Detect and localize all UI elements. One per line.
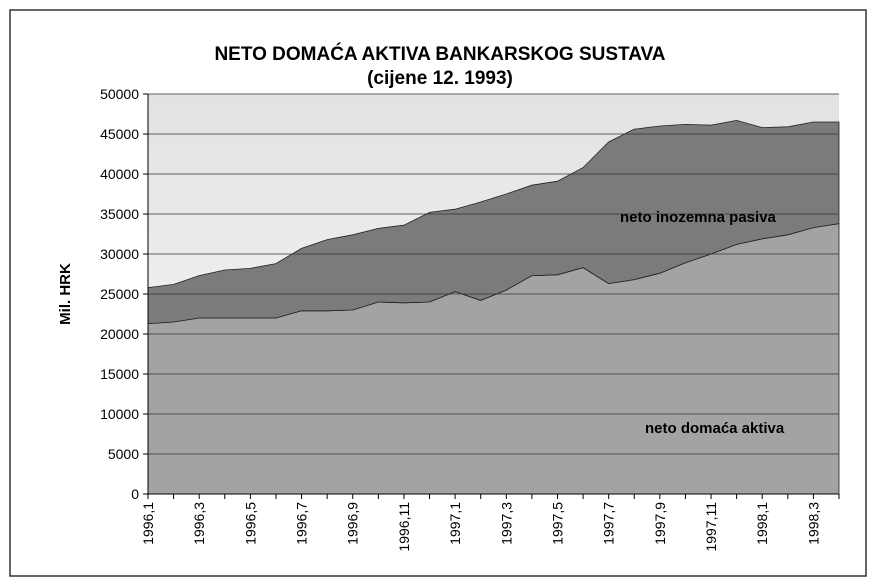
x-tick-label: 1998,3 <box>805 502 821 545</box>
y-tick-label: 45000 <box>100 126 139 142</box>
area <box>147 119 840 325</box>
x-tick-label: 1997,3 <box>498 502 514 545</box>
y-tick-label: 5000 <box>108 446 139 462</box>
chart-subtitle: (cijene 12. 1993) <box>367 68 513 89</box>
y-tick-label: 50000 <box>100 86 139 102</box>
x-tick-label: 1997,11 <box>703 502 719 552</box>
x-tick-label: 1996,3 <box>191 502 207 545</box>
x-tick-label: 1997,5 <box>549 502 565 545</box>
x-tick-label: 1996,7 <box>294 502 310 545</box>
y-axis-label: Mil. HRK <box>57 263 74 325</box>
y-tick-label: 20000 <box>100 326 139 342</box>
x-tick-label: 1997,7 <box>601 502 617 545</box>
x-tick-label: 1997,9 <box>652 502 668 545</box>
x-tick-label: 1996,11 <box>396 502 412 552</box>
x-tick-label: 1996,9 <box>345 502 361 545</box>
y-tick-label: 35000 <box>100 206 139 222</box>
area-label: neto domaća aktiva <box>645 420 785 437</box>
y-tick-label: 0 <box>131 486 139 502</box>
x-tick-label: 1996,5 <box>242 502 258 545</box>
y-tick-label: 15000 <box>100 366 139 382</box>
y-tick-label: 30000 <box>100 246 139 262</box>
chart-title: NETO DOMAĆA AKTIVA BANKARSKOG SUSTAVA <box>214 43 665 65</box>
area-label: neto inozemna pasiva <box>620 209 777 226</box>
x-tick-label: 1998,1 <box>754 502 770 545</box>
y-tick-label: 10000 <box>100 406 139 422</box>
y-tick-label: 25000 <box>100 286 139 302</box>
x-tick-label: 1997,1 <box>447 502 463 545</box>
x-tick-label: 1996,1 <box>140 502 156 545</box>
y-tick-label: 40000 <box>100 166 139 182</box>
